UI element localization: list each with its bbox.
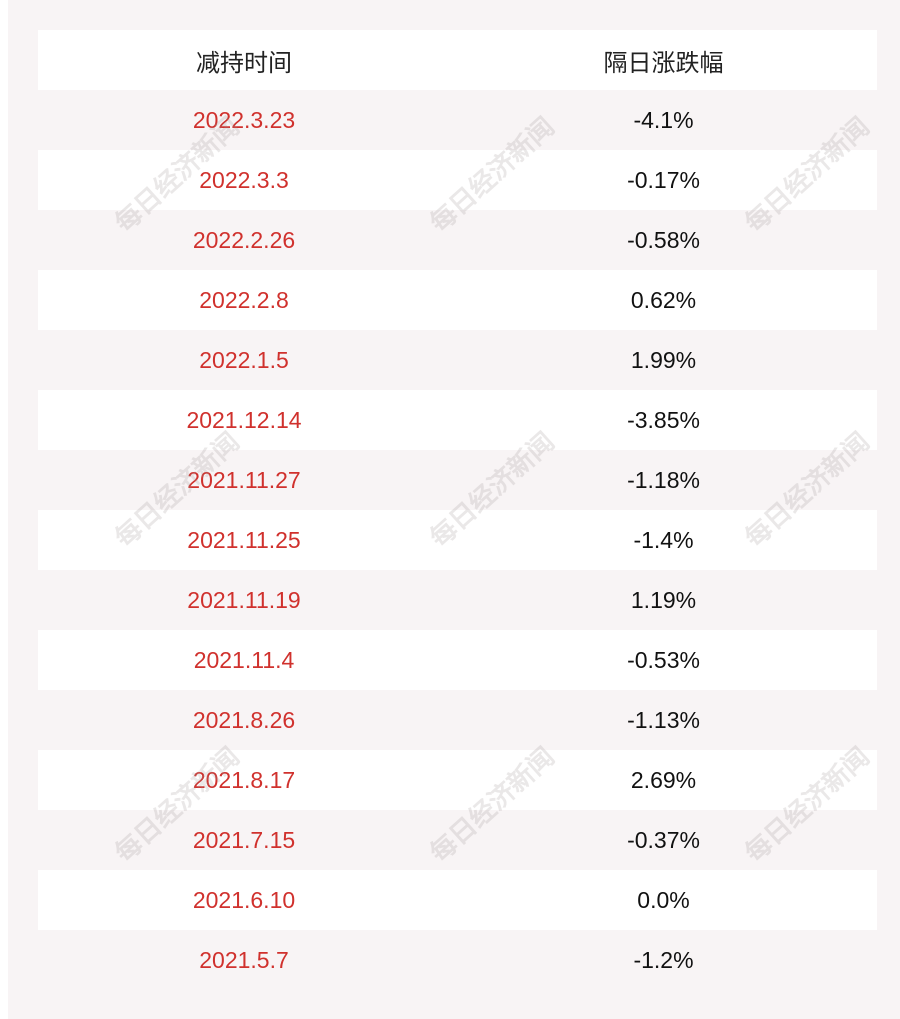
date-cell: 2021.5.7	[199, 946, 289, 973]
table-row: 2021.6.10 0.0%	[38, 870, 877, 930]
table: 减持时间 隔日涨跌幅 2022.3.23 -4.1% 2022.3.3 -0.17% 2…	[38, 30, 877, 990]
table-row: 2022.3.23 -4.1%	[38, 90, 877, 150]
change-cell: -4.1%	[633, 106, 694, 133]
table-row: 2022.1.5 1.99%	[38, 330, 877, 390]
table-row: 2022.2.26 -0.58%	[38, 210, 877, 270]
table-row: 2021.11.25 -1.4%	[38, 510, 877, 570]
date-cell: 2021.12.14	[186, 406, 302, 433]
change-cell: 0.0%	[637, 886, 690, 913]
change-cell: -1.4%	[633, 526, 694, 553]
change-cell: -3.85%	[627, 406, 700, 433]
change-cell: 0.62%	[630, 286, 697, 313]
page: 减持时间 隔日涨跌幅 2022.3.23 -4.1% 2022.3.3 -0.17% 2…	[8, 0, 900, 1019]
table-row: 2021.12.14 -3.85%	[38, 390, 877, 450]
date-cell: 2021.8.17	[192, 766, 296, 793]
table-row: 2021.7.15 -0.37%	[38, 810, 877, 870]
change-cell: -1.2%	[633, 946, 694, 973]
table-row: 2021.8.17 2.69%	[38, 750, 877, 810]
change-cell: -1.13%	[627, 706, 700, 733]
table-row: 2022.3.3 -0.17%	[38, 150, 877, 210]
table-row: 2021.11.27 -1.18%	[38, 450, 877, 510]
change-cell: -0.17%	[627, 166, 700, 193]
date-cell: 2021.11.25	[187, 526, 301, 553]
date-cell: 2022.2.26	[192, 226, 296, 253]
date-cell: 2022.2.8	[199, 286, 289, 313]
table-row: 2021.5.7 -1.2%	[38, 930, 877, 990]
date-cell: 2022.3.3	[199, 166, 289, 193]
date-cell: 2021.11.4	[193, 646, 295, 673]
change-cell: 1.99%	[630, 346, 697, 373]
table-row: 2021.11.19 1.19%	[38, 570, 877, 630]
change-cell: 1.19%	[630, 586, 697, 613]
date-cell: 2021.11.27	[187, 466, 301, 493]
table-row: 2021.11.4 -0.53%	[38, 630, 877, 690]
header-cell: 减持时间	[196, 49, 292, 77]
change-cell: 2.69%	[630, 766, 697, 793]
date-cell: 2022.3.23	[192, 106, 296, 133]
date-cell: 2021.7.15	[192, 826, 296, 853]
date-cell: 2021.8.26	[192, 706, 296, 733]
table-row: 2021.8.26 -1.13%	[38, 690, 877, 750]
change-cell: -0.53%	[627, 646, 700, 673]
date-cell: 2022.1.5	[199, 346, 289, 373]
date-cell: 2021.6.10	[192, 886, 296, 913]
date-cell: 2021.11.19	[187, 586, 301, 613]
change-cell: -0.58%	[627, 226, 700, 253]
header-cell: 隔日涨跌幅	[603, 49, 724, 77]
header-row: 减持时间 隔日涨跌幅	[38, 30, 877, 90]
table-row: 2022.2.8 0.62%	[38, 270, 877, 330]
change-cell: -1.18%	[627, 466, 700, 493]
change-cell: -0.37%	[627, 826, 700, 853]
